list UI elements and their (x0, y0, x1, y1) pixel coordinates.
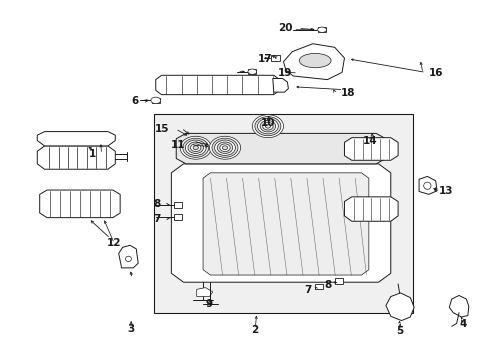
Ellipse shape (125, 256, 131, 262)
Ellipse shape (209, 136, 240, 159)
Polygon shape (385, 293, 413, 320)
Polygon shape (171, 164, 390, 282)
Ellipse shape (190, 144, 201, 152)
Text: 3: 3 (127, 324, 134, 334)
Ellipse shape (254, 117, 280, 136)
Ellipse shape (222, 146, 227, 150)
Text: 7: 7 (153, 214, 160, 224)
Text: 17: 17 (258, 54, 272, 64)
Text: 5: 5 (395, 326, 403, 336)
Polygon shape (37, 132, 115, 146)
Text: 6: 6 (131, 96, 139, 106)
Polygon shape (203, 173, 368, 275)
Ellipse shape (317, 27, 326, 32)
Ellipse shape (265, 124, 270, 128)
Text: 8: 8 (153, 199, 160, 210)
Ellipse shape (217, 142, 232, 153)
Polygon shape (156, 75, 279, 95)
Text: 13: 13 (438, 186, 452, 197)
Text: 2: 2 (251, 325, 258, 334)
Ellipse shape (260, 121, 275, 132)
Polygon shape (315, 284, 323, 289)
Polygon shape (173, 215, 182, 220)
Polygon shape (196, 288, 212, 297)
Polygon shape (152, 98, 160, 103)
Text: 11: 11 (170, 140, 184, 150)
Polygon shape (418, 176, 436, 194)
Polygon shape (176, 134, 385, 164)
Ellipse shape (252, 115, 283, 138)
Text: 18: 18 (340, 88, 355, 98)
Ellipse shape (193, 146, 198, 150)
Polygon shape (248, 69, 256, 74)
Ellipse shape (212, 138, 238, 157)
Polygon shape (344, 197, 397, 221)
Ellipse shape (183, 138, 208, 157)
Ellipse shape (299, 53, 330, 68)
Text: 9: 9 (205, 300, 212, 310)
Ellipse shape (423, 182, 430, 189)
Ellipse shape (214, 140, 235, 156)
Text: 8: 8 (324, 280, 330, 290)
Text: 10: 10 (260, 118, 275, 128)
Polygon shape (272, 78, 288, 92)
Text: 1: 1 (88, 149, 96, 159)
Polygon shape (154, 114, 412, 313)
Polygon shape (173, 202, 182, 208)
Ellipse shape (185, 140, 206, 156)
Text: 4: 4 (458, 319, 466, 329)
Ellipse shape (180, 136, 211, 159)
Text: 16: 16 (428, 68, 443, 78)
Ellipse shape (219, 144, 230, 152)
Ellipse shape (247, 69, 256, 75)
Ellipse shape (262, 122, 273, 130)
Text: 12: 12 (107, 238, 122, 248)
Polygon shape (119, 245, 138, 268)
Text: 15: 15 (155, 124, 169, 134)
Text: 20: 20 (277, 23, 292, 33)
Polygon shape (283, 44, 344, 80)
Polygon shape (448, 296, 468, 317)
Ellipse shape (187, 142, 203, 153)
Polygon shape (334, 278, 342, 284)
Polygon shape (317, 27, 326, 32)
Text: 7: 7 (304, 285, 311, 295)
Ellipse shape (257, 118, 278, 134)
Text: 19: 19 (277, 68, 292, 78)
Polygon shape (344, 138, 397, 160)
Text: 14: 14 (362, 136, 377, 146)
Ellipse shape (151, 97, 160, 104)
Polygon shape (37, 146, 115, 169)
Polygon shape (40, 190, 120, 218)
Polygon shape (270, 55, 279, 60)
